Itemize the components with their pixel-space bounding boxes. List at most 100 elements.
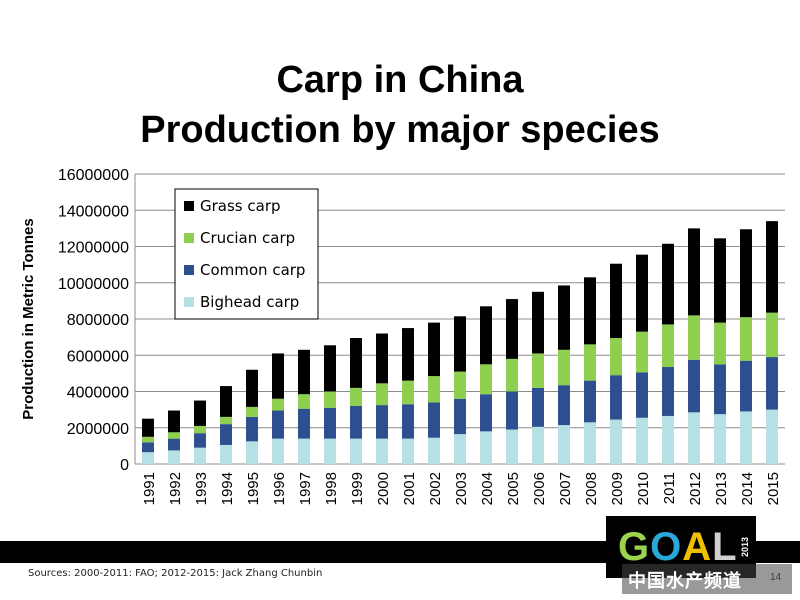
- bar-bighead-carp-1997: [298, 438, 310, 464]
- bar-bighead-carp-1998: [324, 438, 336, 464]
- x-tick-label: 1997: [297, 472, 314, 505]
- bar-bighead-carp-2011: [662, 415, 674, 464]
- bar-grass-carp-1998: [324, 345, 336, 392]
- x-tick-label: 2015: [765, 472, 782, 505]
- x-tick-label: 2005: [505, 472, 522, 505]
- bar-grass-carp-2003: [454, 316, 466, 372]
- bar-common-carp-2006: [532, 387, 544, 427]
- bar-common-carp-2005: [506, 391, 518, 430]
- bar-common-carp-1996: [272, 410, 284, 439]
- x-tick-label: 1993: [193, 472, 210, 505]
- bar-bighead-carp-2004: [480, 431, 492, 464]
- legend-label-crucian-carp: Crucian carp: [200, 229, 295, 247]
- bar-crucian-carp-1991: [142, 436, 154, 443]
- bar-grass-carp-2007: [558, 285, 570, 350]
- bar-crucian-carp-1999: [350, 387, 362, 406]
- x-tick-label: 2001: [401, 472, 418, 505]
- bar-crucian-carp-2012: [688, 315, 700, 360]
- x-tick-label: 2011: [661, 472, 678, 504]
- x-tick-label: 2002: [427, 472, 444, 505]
- sources-note: Sources: 2000-2011: FAO; 2012-2015: Jack…: [28, 568, 323, 579]
- y-tick-label: 0: [120, 457, 129, 474]
- bar-bighead-carp-2012: [688, 412, 700, 464]
- bar-common-carp-2015: [766, 357, 778, 410]
- bar-crucian-carp-1996: [272, 398, 284, 411]
- bar-crucian-carp-2006: [532, 353, 544, 388]
- bar-crucian-carp-2013: [714, 322, 726, 365]
- y-tick-label: 4000000: [67, 385, 129, 402]
- bar-grass-carp-2000: [376, 333, 388, 384]
- bar-bighead-carp-2013: [714, 414, 726, 464]
- bar-crucian-carp-2000: [376, 383, 388, 406]
- bar-grass-carp-2006: [532, 291, 544, 354]
- bar-crucian-carp-2001: [402, 380, 414, 405]
- x-tick-label: 2006: [531, 472, 548, 505]
- bar-common-carp-2007: [558, 385, 570, 426]
- bar-crucian-carp-1992: [168, 432, 180, 439]
- bar-bighead-carp-1992: [168, 450, 180, 464]
- bar-common-carp-1997: [298, 408, 310, 439]
- bar-grass-carp-1996: [272, 353, 284, 399]
- y-tick-label: 10000000: [58, 276, 129, 293]
- bar-crucian-carp-2014: [740, 317, 752, 361]
- bar-bighead-carp-2001: [402, 438, 414, 464]
- bar-crucian-carp-2002: [428, 376, 440, 403]
- title-line-1: Carp in China: [276, 59, 524, 101]
- bar-bighead-carp-1993: [194, 447, 206, 464]
- bar-common-carp-2014: [740, 360, 752, 412]
- bar-grass-carp-1995: [246, 369, 258, 407]
- bar-common-carp-2004: [480, 394, 492, 432]
- bar-common-carp-1994: [220, 424, 232, 445]
- bar-grass-carp-2004: [480, 306, 492, 365]
- legend-label-bighead-carp: Bighead carp: [200, 293, 299, 311]
- bar-common-carp-2012: [688, 359, 700, 413]
- bar-bighead-carp-2008: [584, 422, 596, 464]
- legend-label-grass-carp: Grass carp: [200, 197, 281, 215]
- bar-bighead-carp-2007: [558, 425, 570, 464]
- y-axis-title: Production in Metric Tonnes: [20, 218, 37, 419]
- bar-common-carp-2000: [376, 405, 388, 439]
- bar-common-carp-2003: [454, 398, 466, 435]
- x-tick-label: 1995: [245, 472, 262, 505]
- bar-bighead-carp-2003: [454, 434, 466, 464]
- y-tick-label: 6000000: [67, 348, 129, 365]
- bar-bighead-carp-2010: [636, 417, 648, 464]
- x-tick-label: 2003: [453, 472, 470, 505]
- bar-grass-carp-2014: [740, 229, 752, 318]
- bar-grass-carp-1991: [142, 418, 154, 437]
- bar-grass-carp-1993: [194, 400, 206, 426]
- logo-letter-g: G: [618, 525, 651, 569]
- x-tick-label: 1994: [219, 472, 236, 505]
- x-tick-label: 1996: [271, 472, 288, 505]
- bar-common-carp-2001: [402, 404, 414, 439]
- bar-crucian-carp-2010: [636, 331, 648, 373]
- bar-bighead-carp-1996: [272, 438, 284, 464]
- x-tick-label: 2008: [583, 472, 600, 505]
- bar-common-carp-2010: [636, 372, 648, 418]
- logo-letter-a: A: [682, 525, 713, 569]
- bar-grass-carp-2005: [506, 299, 518, 359]
- bar-grass-carp-2015: [766, 221, 778, 313]
- bar-grass-carp-1997: [298, 349, 310, 395]
- watermark-text: 中国水产频道: [628, 571, 742, 592]
- x-tick-label: 2010: [635, 472, 652, 505]
- bar-bighead-carp-1999: [350, 438, 362, 464]
- bar-common-carp-2009: [610, 375, 622, 420]
- bar-common-carp-1999: [350, 406, 362, 439]
- bar-crucian-carp-1993: [194, 425, 206, 434]
- bar-crucian-carp-2009: [610, 338, 622, 376]
- bar-crucian-carp-2003: [454, 371, 466, 399]
- bar-grass-carp-1992: [168, 410, 180, 433]
- bar-crucian-carp-1995: [246, 406, 258, 417]
- bar-bighead-carp-1991: [142, 452, 154, 464]
- bar-common-carp-1993: [194, 433, 206, 448]
- bar-bighead-carp-2009: [610, 419, 622, 464]
- bar-grass-carp-2011: [662, 243, 674, 325]
- x-tick-label: 2014: [739, 472, 756, 505]
- y-tick-label: 14000000: [58, 203, 129, 220]
- title-line-2: Production by major species: [140, 109, 660, 151]
- bar-crucian-carp-1994: [220, 416, 232, 425]
- bar-bighead-carp-2002: [428, 437, 440, 464]
- bar-crucian-carp-2005: [506, 358, 518, 392]
- bar-crucian-carp-1998: [324, 391, 336, 408]
